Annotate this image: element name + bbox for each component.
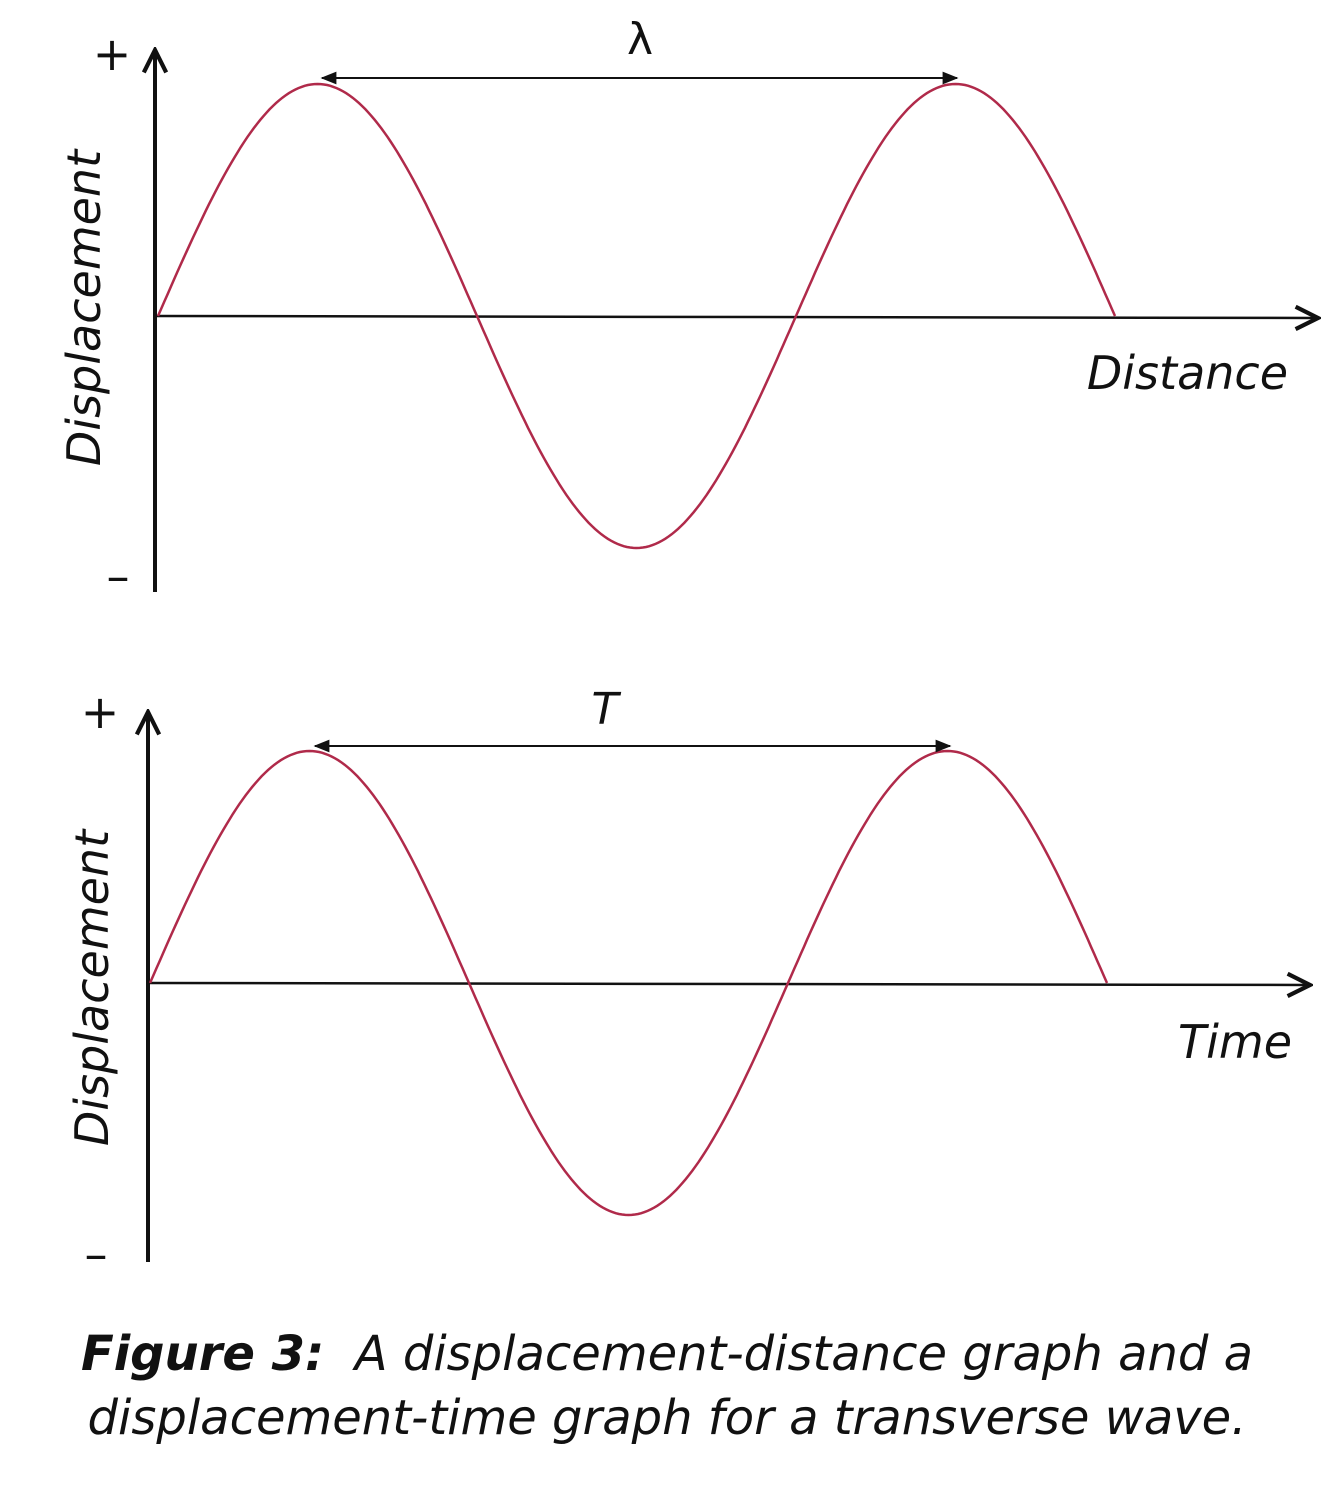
y-axis-plus: + — [81, 685, 120, 739]
wave-figure: λ + – Displacement Distance T + – Displa… — [57, 14, 1334, 1281]
y-axis-plus: + — [93, 27, 132, 81]
x-axis — [154, 316, 1318, 318]
caption-text: A displacement-distance graph and a disp… — [87, 1326, 1254, 1446]
x-axis-label: Distance — [1087, 346, 1288, 400]
x-axis-label: Time — [1178, 1015, 1292, 1069]
displacement-distance-graph: λ + – Displacement Distance — [57, 14, 1318, 603]
wavelength-label: λ — [627, 14, 653, 65]
y-axis-label: Displacement — [65, 828, 119, 1146]
y-axis-label: Displacement — [57, 148, 111, 466]
x-axis — [147, 983, 1310, 985]
y-axis-minus: – — [107, 549, 130, 603]
displacement-time-graph: T + – Displacement Time — [65, 684, 1310, 1281]
y-axis-minus: – — [85, 1227, 108, 1281]
caption-prefix: Figure 3: — [80, 1326, 325, 1382]
figure-caption: Figure 3: A displacement-distance graph … — [0, 1322, 1334, 1450]
period-label: T — [592, 684, 622, 735]
